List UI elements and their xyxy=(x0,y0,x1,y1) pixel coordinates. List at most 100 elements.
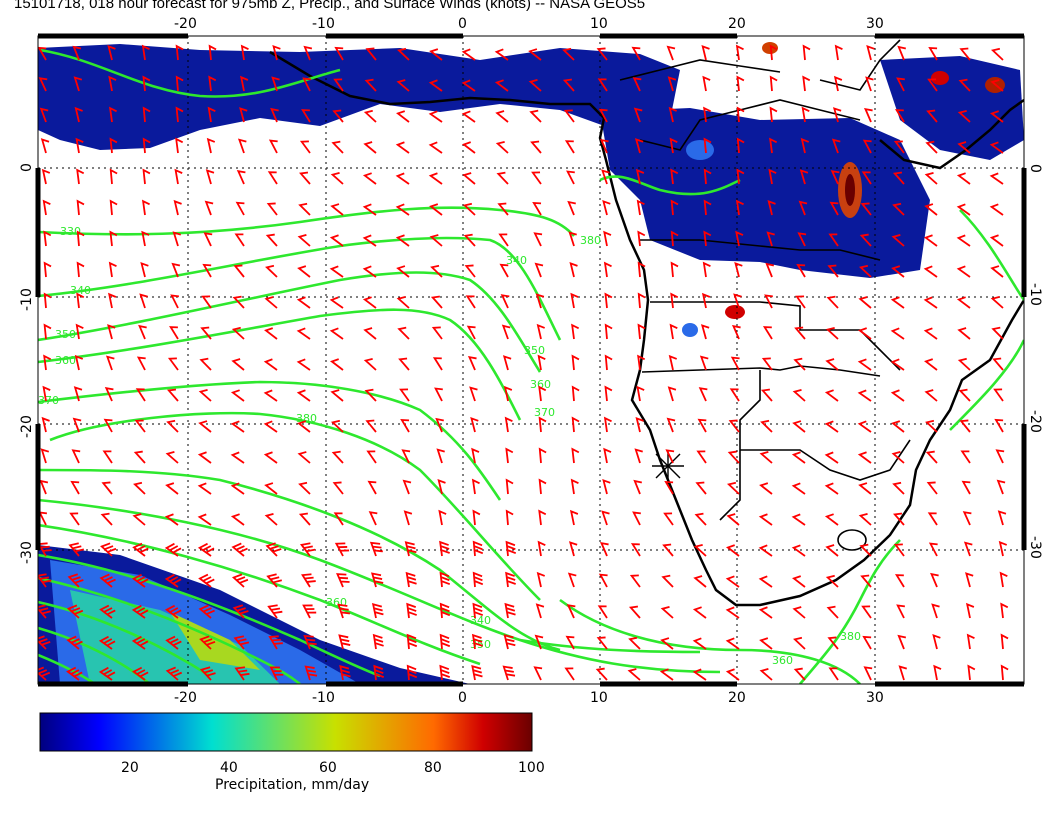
wind-barb xyxy=(562,78,575,92)
wind-barb xyxy=(923,234,938,247)
wind-barb xyxy=(730,356,740,371)
wind-barb xyxy=(429,203,443,216)
wind-barb xyxy=(634,138,644,154)
wind-barb xyxy=(165,482,179,495)
wind-barb xyxy=(793,636,806,650)
wind-barb xyxy=(926,109,938,123)
wind-barb xyxy=(175,44,184,61)
wind-barb xyxy=(400,418,410,433)
wind-barb xyxy=(371,603,384,619)
wind-barb xyxy=(824,420,839,433)
lon-tick: -20 xyxy=(174,690,197,706)
wind-barb xyxy=(994,418,1004,433)
wind-barb xyxy=(669,323,678,340)
wind-barb xyxy=(333,78,344,92)
wind-barb xyxy=(967,664,976,681)
wind-barb xyxy=(296,327,311,340)
wind-barb xyxy=(331,450,344,464)
wind-barb xyxy=(131,604,149,619)
wind-barb xyxy=(362,296,377,309)
wind-barb xyxy=(132,542,149,557)
wind-barb xyxy=(495,110,509,123)
wind-barb xyxy=(890,327,905,340)
wind-barb xyxy=(406,664,418,681)
wind-barb xyxy=(497,202,509,216)
wind-barb xyxy=(263,451,278,464)
wind-barb xyxy=(166,419,179,433)
wind-barb xyxy=(660,637,674,650)
wind-barb xyxy=(769,44,778,61)
wind-barb xyxy=(105,355,115,371)
left-lat-ticks: 0 -10 -20 -30 xyxy=(19,163,35,564)
lon-tick: 30 xyxy=(866,690,884,706)
wind-barb xyxy=(760,419,773,433)
wind-barb xyxy=(571,447,580,464)
wind-barb xyxy=(297,451,311,464)
wind-barb xyxy=(531,171,542,185)
wind-barb xyxy=(141,44,150,61)
wind-barb xyxy=(892,171,905,185)
wind-barb xyxy=(462,202,476,216)
wind-barb xyxy=(965,602,975,619)
wind-barb xyxy=(761,357,773,371)
wind-barb xyxy=(230,451,245,464)
wind-barb xyxy=(265,542,282,557)
wind-barb xyxy=(237,138,247,154)
wind-barb xyxy=(928,542,938,557)
wind-barb xyxy=(897,45,906,61)
wind-barb xyxy=(505,571,516,588)
contour-labels: 330 340 350 360 370 380 340 350 360 370 … xyxy=(38,225,861,667)
wind-barb xyxy=(537,354,546,371)
wind-barb xyxy=(569,509,579,526)
wind-barb xyxy=(989,172,1004,185)
lon-tick: -20 xyxy=(174,16,197,32)
wind-barb xyxy=(38,77,48,92)
wind-barb xyxy=(728,419,740,433)
wind-barb xyxy=(632,77,642,92)
colorbar-label: Precipitation, mm/day xyxy=(215,777,369,793)
wind-barb xyxy=(208,44,217,61)
wind-barb xyxy=(990,265,1004,278)
wind-barb xyxy=(432,357,443,371)
wind-barb xyxy=(231,358,245,371)
wind-barb xyxy=(67,573,84,588)
wind-barb xyxy=(566,604,576,619)
wind-barb xyxy=(923,327,938,340)
wind-barb xyxy=(989,141,1004,154)
wind-barb xyxy=(958,78,971,92)
wind-barb xyxy=(76,168,85,185)
wind-barb xyxy=(232,604,249,619)
wind-barb xyxy=(758,544,773,557)
wind-barb xyxy=(299,542,316,557)
wind-barb xyxy=(636,199,645,216)
wind-barb xyxy=(330,419,344,433)
wind-barb xyxy=(571,385,580,402)
wind-barb xyxy=(990,47,1004,61)
wind-barb xyxy=(736,137,745,154)
wind-barb xyxy=(924,358,938,371)
frame-tick-marks xyxy=(35,33,1027,687)
wind-barb xyxy=(528,48,542,61)
wind-barb xyxy=(264,327,278,340)
wind-barb xyxy=(799,169,809,185)
wind-barb xyxy=(862,139,872,154)
wind-barb xyxy=(832,107,842,123)
wind-barb xyxy=(109,199,118,216)
wind-barb xyxy=(72,45,82,61)
wind-barb xyxy=(266,573,283,588)
wind-barb xyxy=(430,264,443,278)
wind-barb xyxy=(495,140,509,154)
wind-barb xyxy=(800,137,810,154)
wind-barb xyxy=(371,572,384,588)
wind-barb xyxy=(439,664,451,681)
wind-barb xyxy=(494,48,509,61)
wind-barb xyxy=(959,419,971,433)
wind-barb xyxy=(924,172,938,185)
wind-barb xyxy=(395,172,410,185)
wind-barb xyxy=(74,106,83,123)
wind-barb xyxy=(265,233,278,247)
wind-barb xyxy=(824,482,839,495)
wind-barb xyxy=(296,296,311,309)
wind-barb xyxy=(401,449,411,464)
wind-barb xyxy=(198,604,215,619)
